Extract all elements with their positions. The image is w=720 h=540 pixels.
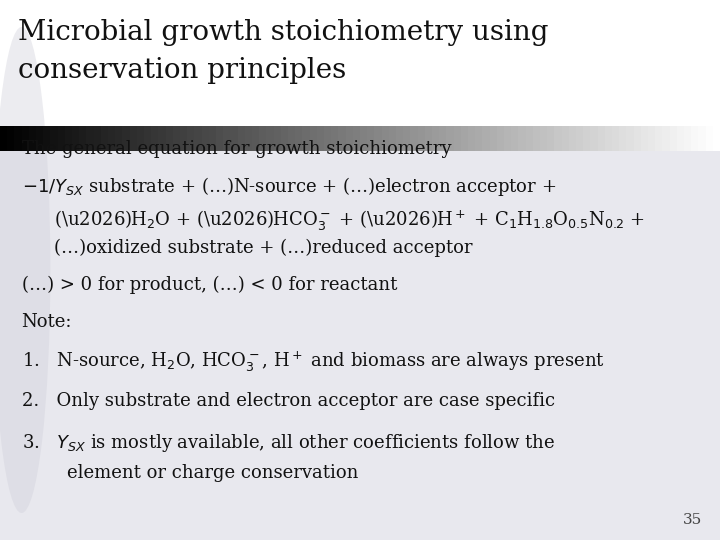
Text: Note:: Note: xyxy=(22,313,72,331)
Ellipse shape xyxy=(0,27,50,513)
Bar xyxy=(0,151,720,540)
Text: 1.   N-source, H$_2$O, HCO$_3^-$, H$^+$ and biomass are always present: 1. N-source, H$_2$O, HCO$_3^-$, H$^+$ an… xyxy=(22,350,605,374)
Text: conservation principles: conservation principles xyxy=(18,57,346,84)
Text: The general equation for growth stoichiometry: The general equation for growth stoichio… xyxy=(22,140,451,158)
Text: (\u2026)H$_2$O + (\u2026)HCO$_3^-$ + (\u2026)H$^+$ + C$_1$H$_{1.8}$O$_{0.5}$N$_{: (\u2026)H$_2$O + (\u2026)HCO$_3^-$ + (\u… xyxy=(54,208,645,232)
Text: (…) > 0 for product, (…) < 0 for reactant: (…) > 0 for product, (…) < 0 for reactan… xyxy=(22,275,397,294)
Text: (…)oxidized substrate + (…)reduced acceptor: (…)oxidized substrate + (…)reduced accep… xyxy=(54,239,472,257)
Text: Microbial growth stoichiometry using: Microbial growth stoichiometry using xyxy=(18,19,549,46)
Text: $-1/Y_{SX}$ substrate + (…)N-source + (…)electron acceptor +: $-1/Y_{SX}$ substrate + (…)N-source + (…… xyxy=(22,176,556,199)
Text: 3.   $Y_{SX}$ is mostly available, all other coefficients follow the: 3. $Y_{SX}$ is mostly available, all oth… xyxy=(22,432,555,454)
Text: element or charge conservation: element or charge conservation xyxy=(67,464,359,482)
Bar xyxy=(0,0,720,127)
Text: 35: 35 xyxy=(683,512,702,526)
Text: 2.   Only substrate and electron acceptor are case specific: 2. Only substrate and electron acceptor … xyxy=(22,392,554,409)
